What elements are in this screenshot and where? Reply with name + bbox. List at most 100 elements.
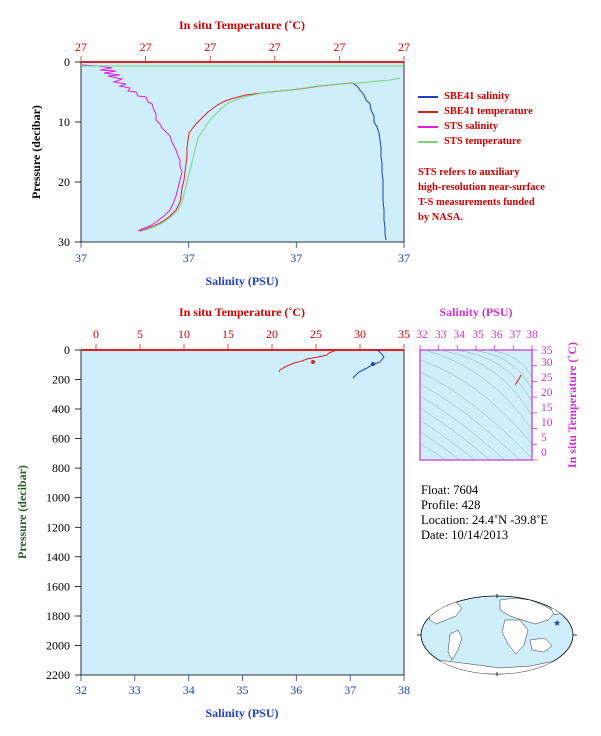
legend-swatch xyxy=(418,141,438,143)
ts-salinity-tick: 37 xyxy=(510,329,522,341)
ts-temp-tick: 15 xyxy=(541,402,553,414)
ts-top-ticks xyxy=(419,345,533,350)
bottom-temp-tick: 5 xyxy=(137,327,143,341)
ts-temp-tick: 35 xyxy=(541,345,553,357)
ts-salinity-tick: 36 xyxy=(491,329,503,341)
ts-salinity-tick: 35 xyxy=(472,329,484,341)
top-left-axis xyxy=(75,61,81,243)
ts-salinity-tick: 34 xyxy=(454,329,466,341)
bottom-left-axis xyxy=(75,349,81,676)
ts-density-contours xyxy=(420,350,532,460)
bottom-salinity-tick: 33 xyxy=(129,683,141,697)
legend-label: SBE41 temperature xyxy=(444,106,533,117)
ts-temp-tick: 25 xyxy=(541,372,553,384)
top-pressure-tick: 10 xyxy=(58,115,70,129)
top-pressure-axis-title: Pressure (decibar) xyxy=(29,105,43,199)
float-location: Location: 24.4˚N -39.8˚E xyxy=(421,513,549,527)
legend-label: SBE41 salinity xyxy=(444,91,510,102)
ts-temp-tick: 5 xyxy=(541,432,547,444)
top-temp-tick: 27 xyxy=(333,40,345,54)
note-line: STS refers to auxiliary xyxy=(418,167,520,178)
bottom-pressure-tick: 2000 xyxy=(46,639,70,653)
top-salinity-axis-title: Salinity (PSU) xyxy=(205,274,278,288)
ts-salinity-tick: 32 xyxy=(416,329,428,341)
top-bottom-axis xyxy=(80,242,405,248)
bottom-salinity-tick: 35 xyxy=(237,683,249,697)
top-sts-salinity-line xyxy=(81,64,183,232)
top-salinity-tick: 37 xyxy=(75,251,87,265)
bottom-temp-tick: 10 xyxy=(178,327,190,341)
note-line: T-S measurements funded xyxy=(418,197,535,208)
ts-profile-line xyxy=(514,374,522,386)
bottom-salinity-marker xyxy=(371,362,375,366)
ts-salinity-axis-title: Salinity (PSU) xyxy=(439,305,512,319)
top-sbe41-salinity-line xyxy=(351,82,387,241)
legend-swatch xyxy=(418,126,438,128)
bottom-temp-tick: 15 xyxy=(222,327,234,341)
top-top-axis xyxy=(80,56,405,62)
sts-note: STS refers to auxiliary high-resolution … xyxy=(418,165,545,225)
top-temp-tick: 27 xyxy=(75,40,87,54)
bottom-temp-tick: 25 xyxy=(310,327,322,341)
bottom-pressure-tick: 1800 xyxy=(46,609,70,623)
bottom-pressure-tick: 1000 xyxy=(46,491,70,505)
float-info: Float: 7604 Profile: 428 Location: 24.4˚… xyxy=(421,483,548,543)
bottom-bottom-axis xyxy=(80,675,405,681)
ts-salinity-tick: 33 xyxy=(435,329,447,341)
legend-label: STS salinity xyxy=(444,121,498,132)
float-number: Float: 7604 xyxy=(421,483,479,497)
bottom-salinity-tick: 32 xyxy=(75,683,87,697)
bottom-salinity-tick: 38 xyxy=(398,683,410,697)
bottom-temperature-marker xyxy=(311,360,315,364)
bottom-pressure-tick: 400 xyxy=(52,402,70,416)
bottom-pressure-tick: 0 xyxy=(64,343,70,357)
top-temp-tick: 27 xyxy=(398,40,410,54)
note-line: by NASA. xyxy=(418,212,463,223)
bottom-salinity-axis-title: Salinity (PSU) xyxy=(205,706,278,720)
bottom-pressure-tick: 1400 xyxy=(46,550,70,564)
bottom-temp-tick: 20 xyxy=(266,327,278,341)
world-map: ★ xyxy=(417,594,577,676)
bottom-pressure-tick: 1200 xyxy=(46,520,70,534)
top-pressure-tick: 30 xyxy=(58,235,70,249)
ts-temp-tick: 10 xyxy=(541,417,553,429)
bottom-plot-lines xyxy=(278,350,385,379)
bottom-plot-area xyxy=(80,349,405,676)
top-temp-tick: 27 xyxy=(204,40,216,54)
ts-right-ticks xyxy=(532,349,537,461)
bottom-temp-tick: 35 xyxy=(398,327,410,341)
ts-salinity-tick: 38 xyxy=(526,329,538,341)
top-pressure-tick: 20 xyxy=(58,175,70,189)
bottom-top-axis xyxy=(95,344,405,350)
note-line: high-resolution near-surface xyxy=(418,182,545,193)
bottom-salinity-tick: 34 xyxy=(183,683,195,697)
bottom-pressure-tick: 1600 xyxy=(46,579,70,593)
bottom-pressure-axis-title: Pressure (decibar) xyxy=(15,465,29,559)
ts-temp-tick: 0 xyxy=(541,447,547,459)
bottom-salinity-tick: 36 xyxy=(290,683,302,697)
bottom-temp-axis-title: In situ Temperature (˚C) xyxy=(179,305,305,319)
top-salinity-tick: 37 xyxy=(183,251,195,265)
ts-temp-tick: 20 xyxy=(541,387,553,399)
top-plot-lines xyxy=(81,64,404,241)
bottom-pressure-tick: 800 xyxy=(52,461,70,475)
top-pressure-tick: 0 xyxy=(64,55,70,69)
float-location-marker: ★ xyxy=(553,618,561,628)
bottom-temperature-line xyxy=(278,350,337,373)
top-salinity-tick: 37 xyxy=(290,251,302,265)
legend-label: STS temperature xyxy=(444,136,522,147)
top-temp-tick: 27 xyxy=(140,40,152,54)
profile-number: Profile: 428 xyxy=(421,498,481,512)
bottom-temp-tick: 30 xyxy=(354,327,366,341)
top-sts-temperature-line xyxy=(141,77,401,232)
ts-temp-axis-title: In situ Temperature (˚C) xyxy=(565,342,579,468)
legend-swatch xyxy=(418,111,438,113)
bottom-salinity-tick: 37 xyxy=(344,683,356,697)
bottom-pressure-tick: 200 xyxy=(52,373,70,387)
bottom-temp-tick: 0 xyxy=(93,327,99,341)
ts-plot-area xyxy=(419,349,533,461)
ts-temp-tick: 30 xyxy=(541,357,553,369)
top-salinity-tick: 37 xyxy=(398,251,410,265)
bottom-pressure-tick: 600 xyxy=(52,432,70,446)
